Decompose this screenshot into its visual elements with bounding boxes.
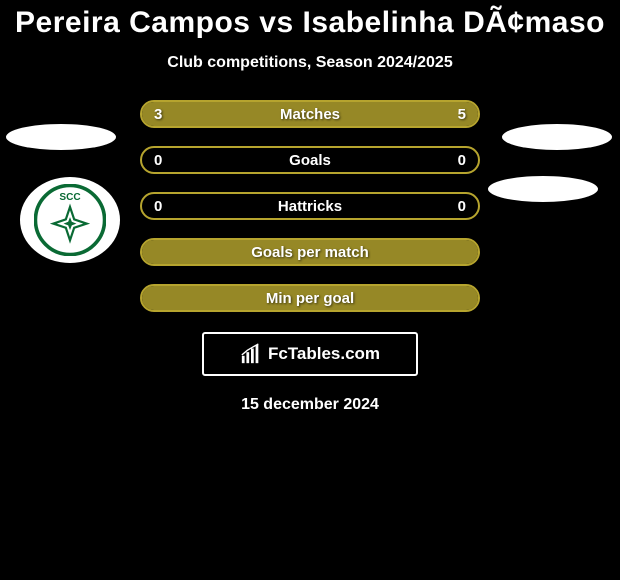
stat-label: Matches <box>280 106 340 123</box>
club-badge: SCC <box>20 177 120 263</box>
stat-row: Goals per match <box>140 238 480 266</box>
stat-value-left: 3 <box>154 106 162 123</box>
page-title: Pereira Campos vs Isabelinha DÃ¢maso <box>0 6 620 40</box>
stat-value-left: 0 <box>154 152 162 169</box>
comparison-infographic: Pereira Campos vs Isabelinha DÃ¢maso Clu… <box>0 0 620 580</box>
stat-label: Hattricks <box>278 198 342 215</box>
stat-label: Min per goal <box>266 290 354 307</box>
club-badge-svg: SCC <box>34 184 106 256</box>
stat-value-left: 0 <box>154 198 162 215</box>
chart-icon <box>240 343 262 365</box>
stat-row: 3 5 Matches <box>140 100 480 128</box>
player-right-badge-placeholder-1 <box>502 124 612 150</box>
stat-value-right: 0 <box>458 152 466 169</box>
player-right-badge-placeholder-2 <box>488 176 598 202</box>
stat-value-right: 0 <box>458 198 466 215</box>
stat-value-right: 5 <box>458 106 466 123</box>
season-subtitle: Club competitions, Season 2024/2025 <box>0 54 620 72</box>
watermark: FcTables.com <box>202 332 418 376</box>
stat-label: Goals per match <box>251 244 369 261</box>
stat-row: 0 0 Hattricks <box>140 192 480 220</box>
stat-label: Goals <box>289 152 331 169</box>
stat-row: Min per goal <box>140 284 480 312</box>
date-line: 15 december 2024 <box>0 396 620 414</box>
watermark-text: FcTables.com <box>268 344 380 364</box>
player-left-badge-placeholder <box>6 124 116 150</box>
stat-row: 0 0 Goals <box>140 146 480 174</box>
badge-text: SCC <box>59 192 80 203</box>
